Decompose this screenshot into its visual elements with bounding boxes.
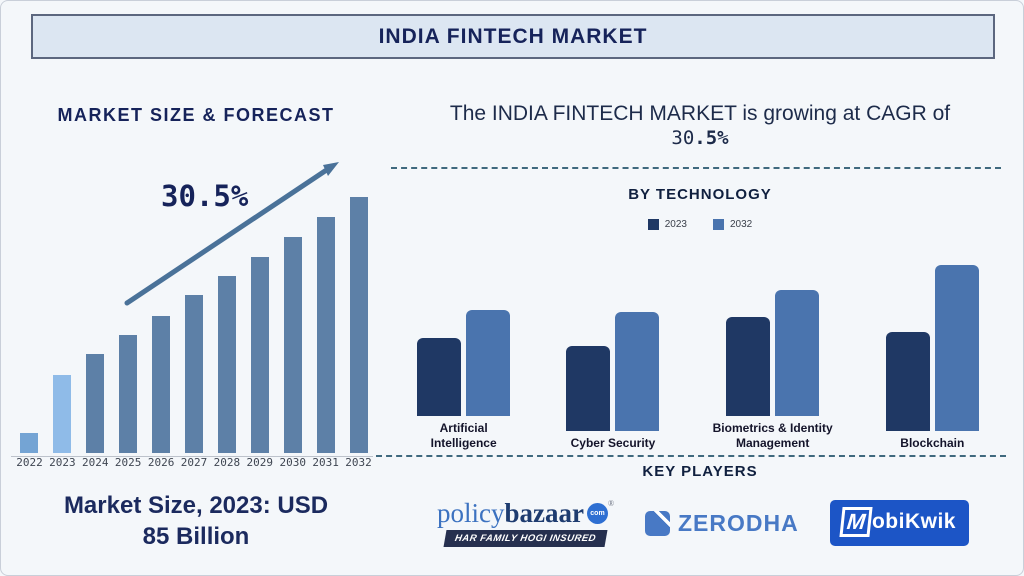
- forecast-bar-2032: [349, 197, 368, 453]
- mobikwik-wordmark: obiKwik: [871, 510, 956, 533]
- technology-group: Artificial Intelligence: [389, 249, 538, 451]
- technology-category-label: Biometrics & Identity Management: [712, 421, 833, 450]
- forecast-year-label: 2031: [312, 456, 339, 469]
- cagr-statement: The INDIA FINTECH MARKET is growing at C…: [389, 101, 1011, 151]
- forecast-year-label: 2030: [279, 456, 306, 469]
- forecast-bar-column: 2032: [342, 196, 375, 474]
- cagr-statement-text: The INDIA FINTECH MARKET is growing at C…: [449, 102, 951, 125]
- forecast-bar-column: 2024: [79, 196, 112, 474]
- market-size-note: Market Size, 2023: USD 85 Billion: [5, 490, 387, 552]
- legend-label: 2023: [664, 219, 687, 230]
- growth-arrow: [124, 162, 339, 306]
- forecast-bar-column: 2030: [276, 196, 309, 474]
- technology-category-label: Blockchain: [900, 436, 965, 450]
- technology-groups: Artificial Intelligence Cyber Security Bio…: [389, 249, 1007, 451]
- forecast-year-label: 2022: [16, 456, 43, 469]
- divider-bottom: [376, 455, 1006, 457]
- market-size-note-line2: 85 Billion: [142, 523, 250, 551]
- policybazaar-word1: policy: [437, 497, 505, 528]
- technology-bar-pair: [885, 264, 979, 431]
- forecast-bar-column: 2025: [112, 196, 145, 474]
- forecast-bar-2026: [152, 316, 171, 453]
- key-players-logos: policy bazaar com ® HAR FAMILY HOGI INSU…: [389, 487, 1011, 559]
- technology-bar-2032: [615, 312, 660, 431]
- legend-item: 2032: [713, 219, 752, 230]
- forecast-bar-column: 2028: [210, 196, 243, 474]
- technology-bar-2032: [466, 310, 511, 416]
- technology-bar-2023: [726, 317, 771, 416]
- technology-category-label: Cyber Security: [570, 436, 656, 450]
- forecast-bar-column: 2026: [145, 196, 178, 474]
- registered-mark-icon: ®: [607, 498, 615, 508]
- forecast-year-label: 2026: [147, 456, 175, 469]
- growth-rate-label: 30.5%: [161, 179, 249, 213]
- forecast-bar-2025: [119, 335, 138, 453]
- forecast-bar-2023: [53, 375, 72, 453]
- legend-label: 2032: [730, 219, 753, 230]
- policybazaar-word2: bazaar: [504, 497, 584, 528]
- zerodha-wordmark: ZERODHA: [677, 509, 799, 536]
- market-size-heading: MARKET SIZE & FORECAST: [57, 105, 335, 125]
- forecast-year-label: 2032: [345, 456, 372, 469]
- cagr-value-bold: .5%: [694, 127, 729, 150]
- forecast-year-label: 2029: [246, 456, 274, 469]
- legend-item: 2023: [647, 219, 687, 230]
- policybazaar-com-badge: com: [586, 502, 608, 524]
- technology-bar-pair: [726, 249, 820, 416]
- forecast-bars: 2022 2023 2024 2025 2026 2027 2028 2029 2030 2031…: [13, 196, 375, 474]
- technology-category-label: Artificial Intelligence: [430, 421, 497, 450]
- forecast-year-label: 2028: [213, 456, 241, 469]
- page-title: INDIA FINTECH MARKET: [378, 24, 648, 48]
- forecast-bar-2029: [250, 257, 269, 453]
- forecast-bar-2024: [86, 354, 105, 453]
- technology-group: Cyber Security: [538, 249, 687, 451]
- forecast-bar-2030: [283, 237, 302, 453]
- forecast-bar-column: 2027: [178, 196, 211, 474]
- cagr-value: 30.5%: [389, 127, 1011, 151]
- technology-legend: 2023 2032: [389, 219, 1011, 230]
- title-banner: INDIA FINTECH MARKET: [31, 14, 995, 59]
- forecast-bar-column: 2023: [46, 196, 79, 474]
- policybazaar-wordmark: policy bazaar com ®: [437, 497, 615, 528]
- key-players-heading: KEY PLAYERS: [642, 463, 758, 480]
- cagr-value-regular: 30: [671, 127, 695, 150]
- technology-bar-pair: [566, 264, 660, 431]
- mobikwik-m-icon: M: [839, 507, 873, 537]
- forecast-bar-2027: [184, 295, 203, 453]
- technology-group: Biometrics & Identity Management: [688, 249, 858, 451]
- forecast-bar-column: 2029: [243, 196, 276, 474]
- forecast-bar-2028: [217, 276, 236, 453]
- technology-group: Blockchain: [858, 249, 1007, 451]
- forecast-bar-column: 2022: [13, 196, 46, 474]
- forecast-year-label: 2027: [180, 456, 208, 469]
- zerodha-logo: ZERODHA: [644, 509, 799, 537]
- forecast-year-label: 2024: [82, 456, 109, 469]
- technology-bar-2023: [417, 338, 462, 416]
- technology-bar-2023: [885, 332, 930, 431]
- by-technology-heading: BY TECHNOLOGY: [628, 186, 772, 203]
- mobikwik-logo: M obiKwik: [829, 500, 969, 546]
- forecast-bar-2022: [20, 433, 39, 453]
- technology-bar-2032: [934, 265, 979, 431]
- forecast-bar-2031: [316, 217, 335, 453]
- forecast-year-label: 2023: [49, 456, 76, 469]
- forecast-x-axis: [11, 456, 373, 457]
- divider-top: [391, 167, 1001, 169]
- policybazaar-tagline: HAR FAMILY HOGI INSURED: [443, 529, 608, 547]
- technology-bar-2032: [775, 290, 820, 416]
- forecast-bar-column: 2031: [309, 196, 342, 474]
- zerodha-kite-icon: [644, 510, 670, 536]
- forecast-year-label: 2025: [114, 456, 142, 469]
- legend-swatch: [713, 219, 724, 230]
- policybazaar-logo: policy bazaar com ® HAR FAMILY HOGI INSU…: [437, 497, 615, 547]
- technology-bar-pair: [417, 249, 511, 416]
- technology-bar-2023: [566, 346, 611, 431]
- market-size-note-line1: Market Size, 2023: USD: [63, 492, 329, 519]
- legend-swatch: [647, 219, 659, 230]
